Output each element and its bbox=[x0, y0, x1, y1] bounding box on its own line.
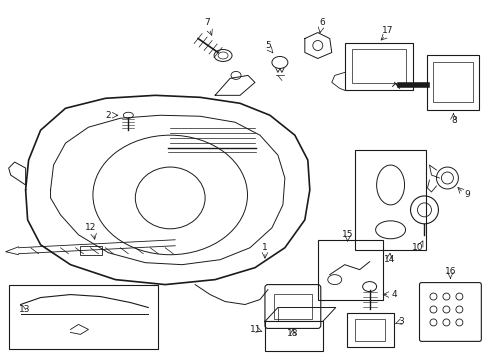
Text: 1: 1 bbox=[262, 243, 267, 252]
Text: 18: 18 bbox=[286, 329, 298, 338]
Text: 6: 6 bbox=[318, 18, 324, 27]
Text: 13: 13 bbox=[19, 305, 30, 314]
Text: 2: 2 bbox=[105, 111, 111, 120]
Text: 5: 5 bbox=[264, 41, 270, 50]
Text: 10: 10 bbox=[411, 243, 423, 252]
Text: 16: 16 bbox=[444, 267, 455, 276]
Text: 17: 17 bbox=[381, 26, 392, 35]
Text: 12: 12 bbox=[84, 223, 96, 232]
Text: 3: 3 bbox=[398, 317, 404, 326]
Text: 9: 9 bbox=[464, 190, 469, 199]
Text: 11: 11 bbox=[250, 325, 261, 334]
Text: 15: 15 bbox=[341, 230, 353, 239]
Text: 8: 8 bbox=[450, 116, 456, 125]
Text: 14: 14 bbox=[383, 255, 394, 264]
Text: 7: 7 bbox=[204, 18, 209, 27]
Text: 4: 4 bbox=[391, 290, 397, 299]
